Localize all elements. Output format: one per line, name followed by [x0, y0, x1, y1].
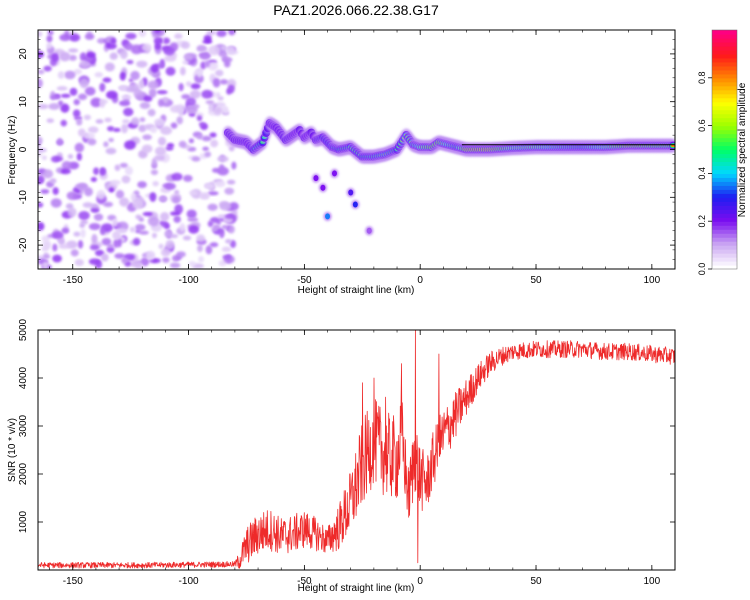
x-tick-label: -150 — [63, 275, 83, 286]
colorbar-ticks: 0.0 0.2 0.4 0.6 0.8 — [697, 72, 712, 276]
x-tick-label: -150 — [63, 576, 83, 587]
x-tick-label: 0 — [417, 576, 423, 587]
snr-x-label: Height of straight line (km) — [298, 583, 415, 594]
snr-series-line — [38, 330, 675, 569]
figure-title: PAZ1.2026.066.22.38.G17 — [273, 2, 439, 18]
y-tick-label: 2000 — [18, 462, 29, 485]
y-tick-label: -20 — [18, 237, 29, 252]
x-tick-label: -50 — [297, 275, 312, 286]
snr-x-axis: -150 -100 -50 0 50 100 — [49, 330, 676, 587]
y-tick-label: 20 — [18, 48, 29, 60]
spectrogram-noise-layer — [38, 30, 239, 269]
spectrogram-y-label: Frequency (Hz) — [7, 116, 18, 185]
spectrogram-x-axis: -150 -100 -50 0 50 100 — [49, 30, 676, 286]
snr-panel: -150 -100 -50 0 50 100 1000 2000 3000 4000 5000 H… — [7, 318, 676, 594]
y-tick-label: 1000 — [18, 510, 29, 533]
snr-y-label: SNR (10 * v/v) — [7, 418, 18, 482]
colorbar-tick-label: 0.2 — [697, 215, 707, 228]
x-tick-label: -100 — [179, 275, 199, 286]
colorbar-tick-label: 0.4 — [697, 167, 707, 180]
x-tick-label: -50 — [297, 576, 312, 587]
x-tick-label: 50 — [530, 275, 542, 286]
x-tick-label: 100 — [643, 275, 660, 286]
y-tick-label: -10 — [18, 190, 29, 205]
spectrogram-signal-layer — [222, 116, 675, 236]
snr-y-axis: 1000 2000 3000 4000 5000 — [18, 318, 675, 533]
x-tick-label: 0 — [417, 275, 423, 286]
colorbar-tick-label: 0.6 — [697, 119, 707, 132]
y-tick-label: 10 — [18, 96, 29, 108]
colorbar: 0.0 0.2 0.4 0.6 0.8 Normalized spectral ampl… — [697, 29, 748, 276]
colorbar-tick-label: 0.0 — [697, 263, 707, 276]
colorbar-tick-label: 0.8 — [697, 72, 707, 85]
x-tick-label: 50 — [530, 576, 542, 587]
x-tick-label: 100 — [643, 576, 660, 587]
y-tick-label: 0 — [18, 146, 29, 152]
y-tick-label: 5000 — [18, 318, 29, 341]
x-tick-label: -100 — [179, 576, 199, 587]
snr-frame — [37, 329, 676, 571]
y-tick-label: 3000 — [18, 414, 29, 437]
colorbar-label: Normalized spectral amplitude — [737, 82, 748, 217]
spectrogram-y-axis: -20 -10 0 10 20 — [18, 29, 675, 270]
spectrogram-x-label: Height of straight line (km) — [298, 285, 415, 296]
y-tick-label: 4000 — [18, 366, 29, 389]
